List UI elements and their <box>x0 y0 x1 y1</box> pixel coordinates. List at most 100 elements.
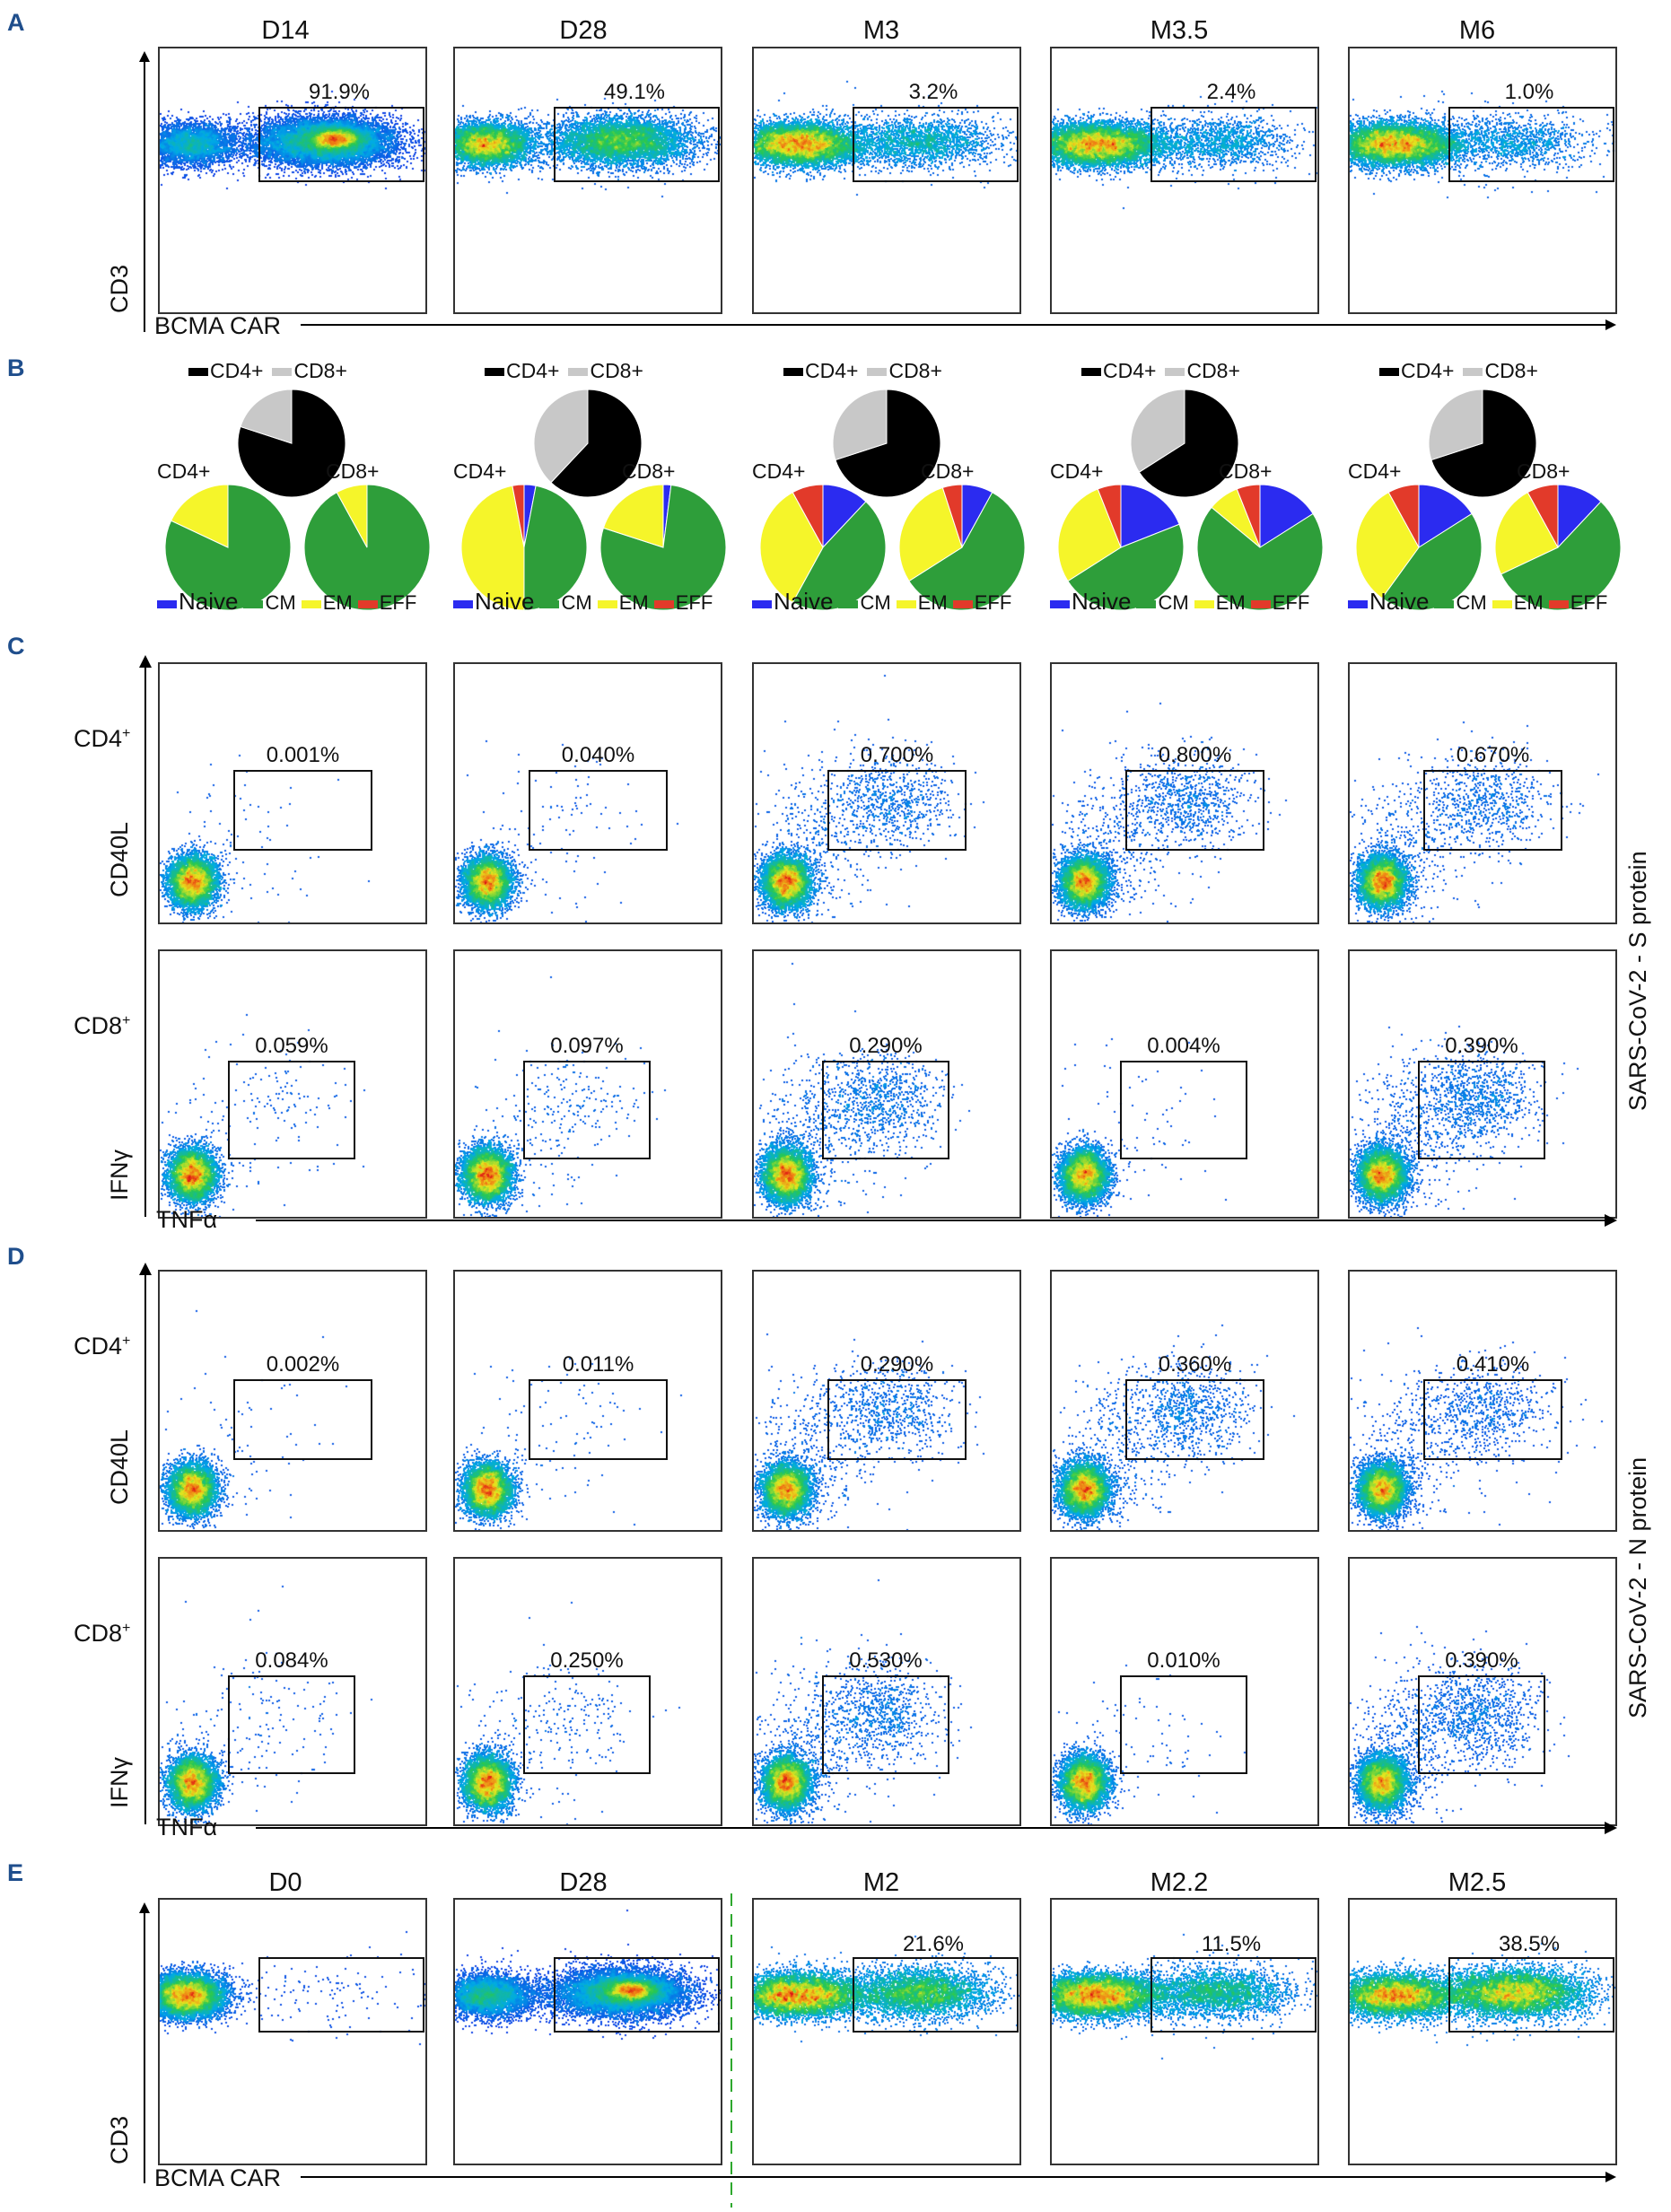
pie-slice <box>237 389 346 498</box>
panel-label-a: A <box>7 9 25 36</box>
legend-swatch-cd4 <box>1379 368 1399 377</box>
pie-slice <box>792 484 824 548</box>
row-label-text: CD4 <box>74 1333 123 1360</box>
gate-box <box>523 1675 651 1774</box>
legend-label-naive: Naive <box>179 588 239 615</box>
panel-a-x-axis-label: BCMA CAR <box>154 312 282 339</box>
legend-label-cm: CM <box>1456 591 1487 614</box>
pie-slice <box>240 389 293 444</box>
legend-label-cd4: CD4+ <box>1401 359 1455 382</box>
flow-plot-e-1 <box>158 1898 427 2165</box>
flow-plot-panelC-r1-c2: 0.040% <box>453 662 722 924</box>
row-label-cd8: CD8+ <box>74 1012 130 1040</box>
legend-label-cm: CM <box>860 591 891 614</box>
legend-label-eff: EFF <box>1570 591 1608 614</box>
panel-e-x-axis-label: BCMA CAR <box>154 2164 282 2191</box>
flow-plot-panelC-r1-c3: 0.700% <box>752 662 1021 924</box>
gate-percentage: 0.097% <box>550 1034 624 1058</box>
row-label-text: CD8 <box>74 1012 123 1039</box>
flow-plot-panelD-r2-c2: 0.250% <box>453 1557 722 1826</box>
panelD-y-axis-arrow <box>144 1272 146 1824</box>
flow-plot-panelC-r2-c3: 0.290% <box>752 949 1021 1219</box>
panelD-y-axis-arrowhead <box>139 1263 152 1275</box>
gate-percentage: 0.040% <box>561 743 635 767</box>
pie-cd4-cd8-ratio <box>832 389 941 498</box>
legend-label-cd4: CD4+ <box>1103 359 1157 382</box>
gate-percentage: 0.800% <box>1158 743 1232 767</box>
density-scatter <box>1052 1272 1317 1530</box>
panelC-y-axis-arrowhead <box>139 655 152 668</box>
panel-a-col-title: D14 <box>261 16 310 45</box>
panelD-x-axis-arrow <box>256 1827 1606 1829</box>
legend-swatch-cd4 <box>783 368 803 377</box>
pie-slice <box>941 484 963 548</box>
legend-label-eff: EFF <box>379 591 417 614</box>
pie-slice <box>336 484 368 548</box>
pie-cd4-cd8-ratio <box>237 389 346 498</box>
gate-box <box>529 1379 668 1460</box>
flow-plot-panelC-r2-c1: 0.059% <box>158 949 427 1219</box>
panelC-x-axis-arrow <box>256 1220 1606 1221</box>
legend-swatch-cm <box>539 599 560 608</box>
gate-box <box>1120 1675 1247 1774</box>
legend-swatch-eff <box>357 599 378 608</box>
density-scatter <box>1052 1559 1317 1824</box>
gate-percentage: 0.084% <box>255 1648 328 1673</box>
pie-slice <box>1236 484 1261 548</box>
legend-label-naive: Naive <box>1072 588 1132 615</box>
panel-e-col-title: D28 <box>559 1868 608 1897</box>
gate-box <box>258 1957 424 2033</box>
gate-percentage: 0.390% <box>1445 1648 1518 1673</box>
pie-cd4-subsets <box>460 484 588 611</box>
gate-box <box>1418 1061 1545 1159</box>
pie-slice <box>460 485 525 611</box>
gate-box <box>554 1957 720 2033</box>
row-label-sup: + <box>122 1013 131 1028</box>
panel-e-col-title: M2.2 <box>1150 1868 1209 1897</box>
legend-label-em: EM <box>917 591 948 614</box>
panelD-y-label-top: CD40L <box>106 1429 133 1505</box>
pie-slice <box>1527 484 1559 548</box>
pie-title-cd4-cd8: CD4+ CD8+ <box>188 359 347 383</box>
legend-label-cd4: CD4+ <box>506 359 560 382</box>
legend-label-cd8: CD8+ <box>888 359 942 382</box>
gate-box <box>822 1061 949 1159</box>
flow-plot-panelC-r2-c4: 0.004% <box>1050 949 1319 1219</box>
density-scatter <box>160 664 425 922</box>
row-label-cd4: CD4+ <box>74 725 130 753</box>
legend-swatch-cd4 <box>188 368 208 377</box>
legend-swatch-em <box>896 599 916 608</box>
pie-slice <box>512 484 525 548</box>
legend-swatch-naive <box>157 599 177 608</box>
panelD-y-label-bottom: IFNγ <box>106 1757 133 1808</box>
flow-plot-a-4: 2.4% <box>1050 47 1319 314</box>
flow-plot-e-5: 38.5% <box>1348 1898 1617 2165</box>
legend-swatch-eff <box>653 599 674 608</box>
row-label-text: CD4 <box>74 725 123 752</box>
flow-plot-panelD-r2-c1: 0.084% <box>158 1557 427 1826</box>
gate-box <box>228 1061 355 1159</box>
gate-percentage: 2.4% <box>1206 80 1256 104</box>
pie-cd8-subsets <box>599 484 727 611</box>
gate-percentage: 0.360% <box>1158 1352 1232 1377</box>
legend-swatch-em <box>597 599 617 608</box>
panel-a-col-title: M3.5 <box>1150 16 1209 45</box>
legend-label-eff: EFF <box>675 591 713 614</box>
density-scatter <box>160 1559 425 1824</box>
density-scatter <box>455 664 721 922</box>
flow-plot-panelC-r1-c4: 0.800% <box>1050 662 1319 924</box>
pie-slice <box>1500 501 1622 611</box>
panel-a-x-axis-arrow <box>301 319 1616 330</box>
panel-e-x-axis-arrow <box>301 2172 1616 2182</box>
timeline-separator <box>731 1893 732 2208</box>
gate-box <box>529 770 668 851</box>
legend-swatch-cd8 <box>272 368 293 377</box>
pie-cd4-cd8-ratio <box>533 389 643 498</box>
pie-label-cd4: CD4+ <box>453 459 507 483</box>
panel-a-y-axis-label: CD3 <box>106 264 133 313</box>
pie-cd4-cd8-ratio <box>1428 389 1537 498</box>
legend-swatch-cm <box>243 599 264 608</box>
panel-e-y-axis-arrow <box>139 1902 150 2183</box>
gate-box <box>1423 770 1562 851</box>
panel-a-y-axis-arrow <box>139 51 150 332</box>
